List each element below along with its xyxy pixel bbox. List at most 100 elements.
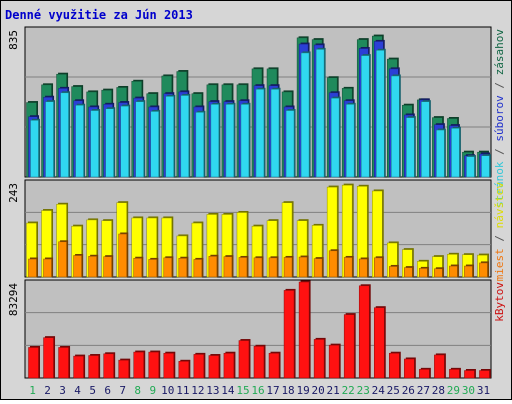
- bar-miest: [298, 256, 308, 278]
- legend-entry: súborov: [493, 95, 506, 142]
- day-label: 29: [447, 384, 460, 397]
- bar-miest: [404, 267, 413, 278]
- bar-miest: [253, 257, 263, 278]
- bar-kbytov: [313, 339, 325, 379]
- bar-stranok: [75, 104, 84, 178]
- bar-stranok: [105, 108, 114, 178]
- day-label: 6: [104, 384, 111, 397]
- bar-miest: [133, 257, 142, 278]
- y-max-label: 835: [7, 30, 20, 50]
- day-labels: 1 2 3 4 5 6 7 8 9 10 11 12 13 14 15 16 17 18 19 20 21 22 23 24 2…: [29, 384, 490, 397]
- bar-miest: [434, 268, 443, 278]
- bar-miest: [88, 256, 97, 278]
- chart-title: Denné využitie za Jún 2013: [5, 8, 193, 22]
- y-max-label: 243: [7, 183, 20, 203]
- bar-stranok: [210, 104, 220, 178]
- bar-stranok: [360, 55, 370, 178]
- legend-entry: zásahov: [493, 29, 506, 76]
- day-label: 22: [342, 384, 355, 397]
- bar-miest: [464, 265, 473, 278]
- bar-kbytov: [88, 355, 99, 379]
- day-label: 15: [236, 384, 249, 397]
- bar-miest: [419, 268, 428, 278]
- bar-miest: [328, 250, 338, 278]
- bar-kbytov: [373, 307, 385, 379]
- bar-kbytov: [118, 359, 129, 379]
- day-label: 23: [357, 384, 370, 397]
- bar-kbytov: [283, 290, 295, 379]
- day-label: 20: [312, 384, 325, 397]
- bar-stranok: [375, 50, 385, 178]
- day-label: 31: [477, 384, 490, 397]
- day-label: 16: [251, 384, 264, 397]
- legend-entry: /: [493, 228, 506, 248]
- chart-panels: 835 stránok / súborov / zásahov 243 miest /…: [7, 26, 506, 379]
- day-label: 12: [191, 384, 204, 397]
- legend-entry: /: [493, 142, 506, 162]
- kbytes-panel: 83294 kBytov: [7, 279, 506, 379]
- day-label: 8: [134, 384, 141, 397]
- bar-kbytov: [404, 358, 415, 379]
- visits-panel: 243 miest / návštev: [7, 179, 506, 282]
- legend-entry: /: [493, 75, 506, 95]
- bar-miest: [358, 258, 368, 278]
- bar-miest: [223, 256, 233, 278]
- bar-kbytov: [163, 352, 175, 379]
- day-label: 19: [296, 384, 309, 397]
- day-label: 1: [29, 384, 36, 397]
- bar-miest: [313, 258, 323, 278]
- bar-kbytov: [103, 353, 114, 379]
- bar-kbytov: [419, 369, 430, 379]
- day-label: 10: [161, 384, 174, 397]
- bar-stranok: [135, 101, 144, 178]
- bar-stranok: [120, 105, 129, 178]
- day-label: 2: [44, 384, 51, 397]
- bar-kbytov: [268, 352, 280, 379]
- bar-miest: [148, 259, 158, 278]
- bar-kbytov: [238, 340, 250, 379]
- bar-miest: [28, 258, 37, 278]
- day-label: 4: [74, 384, 81, 397]
- legend-entry: návštev: [493, 182, 506, 229]
- series-miest: [28, 232, 489, 278]
- bar-miest: [389, 266, 398, 278]
- bar-miest: [178, 257, 188, 278]
- legend: kBytov: [493, 282, 506, 322]
- bar-miest: [118, 233, 127, 278]
- day-label: 14: [221, 384, 235, 397]
- bar-stranok: [30, 120, 39, 178]
- day-label: 9: [149, 384, 156, 397]
- bar-kbytov: [449, 369, 460, 379]
- bar-miest: [283, 257, 293, 278]
- bar-stranok: [60, 92, 69, 178]
- legend-entry: stránok: [493, 161, 506, 208]
- day-label: 28: [432, 384, 445, 397]
- day-label: 5: [89, 384, 96, 397]
- bar-kbytov: [328, 344, 340, 379]
- bar-miest: [208, 256, 218, 278]
- day-label: 17: [266, 384, 279, 397]
- bar-stranok: [225, 104, 235, 178]
- day-label: 18: [281, 384, 294, 397]
- bar-kbytov: [28, 347, 39, 379]
- bar-stranok: [180, 95, 190, 178]
- day-label: 26: [402, 384, 415, 397]
- series-kbytov: [28, 280, 491, 379]
- bar-miest: [103, 256, 112, 278]
- bar-kbytov: [298, 281, 310, 379]
- bar-stranok: [391, 75, 400, 178]
- bar-miest: [479, 262, 488, 278]
- day-label: 27: [417, 384, 430, 397]
- bar-miest: [238, 257, 248, 278]
- bar-miest: [373, 257, 383, 278]
- legend: miest / návštev: [493, 182, 506, 282]
- y-max-label: 83294: [7, 283, 20, 316]
- bar-miest: [73, 255, 82, 278]
- traffic-panel: 835 stránok / súborov / zásahov: [7, 26, 506, 208]
- day-label: 3: [59, 384, 66, 397]
- bar-kbytov: [434, 354, 445, 379]
- bar-kbytov: [479, 370, 490, 379]
- bar-stranok: [451, 128, 460, 178]
- bar-stranok: [315, 49, 325, 178]
- bar-stranok: [330, 97, 340, 178]
